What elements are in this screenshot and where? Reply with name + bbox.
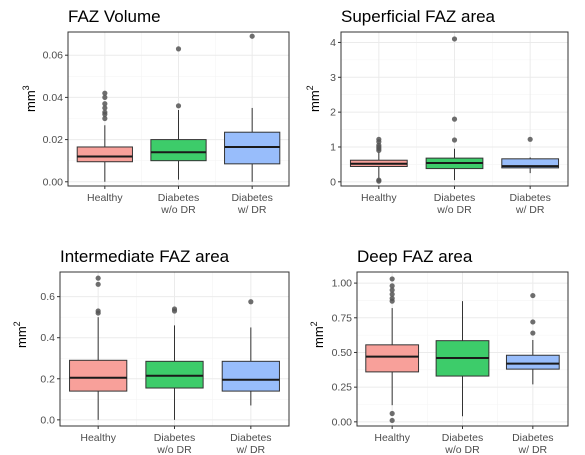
y-tick-label: 0.75	[332, 312, 353, 324]
box-diabetes-w-dr	[505, 292, 560, 385]
y-tick-label: 2	[330, 107, 336, 119]
box-diabetes-w-dr	[501, 136, 560, 174]
box-healthy	[349, 136, 408, 184]
y-tick-label: 0.02	[43, 134, 64, 146]
outlier-point	[389, 295, 395, 301]
x-tick-label: Healthy	[361, 192, 397, 204]
box-healthy	[76, 90, 133, 182]
panel-intermediate-faz-area: Intermediate FAZ area mm2 0.0 0.2 0.4 0.6 He…	[12, 247, 290, 455]
outlier-point	[389, 417, 395, 424]
outlier-point	[248, 299, 254, 305]
box-iqr	[501, 158, 560, 169]
y-tick-label: 1	[330, 141, 336, 153]
box-iqr	[150, 139, 207, 162]
outlier-point	[95, 275, 101, 281]
outlier-point	[175, 46, 182, 52]
outlier-point	[102, 90, 108, 96]
panel-deep-faz-area: Deep FAZ area mm2 0.00 0.25 0.50 0.75 1.00 He…	[309, 247, 569, 455]
box-iqr	[145, 360, 204, 389]
outlier-point	[530, 330, 536, 336]
y-tick-label: 0.50	[332, 347, 353, 359]
y-tick-label: 0.00	[43, 176, 64, 188]
x-tick-label: Diabetes w/ DR	[230, 432, 271, 455]
panel-title: Deep FAZ area	[357, 247, 473, 266]
y-tick-label: 0.04	[43, 92, 64, 104]
box-iqr	[76, 146, 133, 163]
outlier-point	[95, 308, 101, 314]
y-tick-label: 1.00	[332, 278, 353, 290]
box-healthy	[69, 275, 128, 420]
x-tick-label: Diabetes w/ DR	[231, 192, 272, 216]
outlier-point	[249, 33, 255, 39]
box-iqr	[365, 344, 420, 373]
y-tick-label: 0	[330, 176, 336, 188]
outlier-point	[175, 103, 182, 109]
y-tick-label: 0.4	[40, 332, 55, 344]
box-iqr	[69, 359, 128, 392]
box-iqr	[224, 131, 281, 165]
outlier-point	[451, 116, 458, 122]
box-iqr	[221, 360, 280, 392]
outlier-point	[389, 410, 395, 417]
outlier-point	[95, 281, 101, 287]
x-tick-label: Healthy	[87, 192, 123, 204]
y-tick-label: 0.06	[43, 50, 64, 62]
outlier-point	[389, 283, 395, 289]
outlier-point	[102, 94, 108, 100]
outlier-point	[102, 101, 108, 107]
x-tick-label: Diabetes w/o DR	[154, 432, 195, 455]
box-diabetes-w-dr	[224, 33, 281, 182]
x-tick-label: Healthy	[374, 432, 410, 444]
y-tick-label: 0.2	[40, 373, 55, 385]
box-diabetes-w-dr	[221, 299, 280, 406]
outlier-point	[376, 178, 382, 184]
y-tick-label: 0.6	[40, 291, 55, 303]
outlier-point	[530, 319, 536, 325]
x-tick-label: Diabetes w/ DR	[509, 192, 550, 216]
panel-title: FAZ Volume	[68, 7, 161, 26]
outlier-point	[171, 306, 178, 312]
y-tick-label: 0.0	[40, 414, 55, 426]
y-axis-label: mm2	[309, 321, 326, 348]
y-tick-label: 3	[330, 72, 336, 84]
box-healthy	[365, 276, 420, 424]
x-tick-label: Diabetes w/o DR	[158, 192, 199, 216]
panel-title: Intermediate FAZ area	[60, 247, 230, 266]
box-diabetes-w-o-dr	[425, 36, 484, 181]
x-tick-label: Diabetes w/ DR	[512, 432, 553, 455]
y-axis-label: mm2	[12, 321, 29, 348]
outlier-point	[527, 136, 533, 142]
outlier-point	[102, 105, 108, 111]
panel-title: Superficial FAZ area	[341, 7, 496, 26]
x-tick-label: Healthy	[80, 432, 116, 444]
outlier-point	[451, 137, 458, 143]
box-diabetes-w-o-dr	[435, 301, 490, 417]
outlier-point	[102, 109, 108, 115]
x-tick-label: Diabetes w/o DR	[442, 432, 483, 455]
outlier-point	[376, 136, 382, 142]
box-diabetes-w-o-dr	[145, 306, 204, 420]
outlier-point	[389, 291, 395, 297]
y-tick-label: 0.00	[332, 416, 353, 428]
y-tick-label: 0.25	[332, 382, 353, 394]
outlier-point	[451, 36, 458, 42]
y-axis-label: mm3	[21, 85, 38, 112]
y-axis-label: mm2	[305, 85, 322, 112]
outlier-point	[530, 292, 536, 299]
panel-faz-volume: FAZ Volume mm3 0.00 0.02 0.04 0.06 Healthy Di…	[21, 7, 290, 216]
box-diabetes-w-o-dr	[150, 46, 207, 180]
panel-superficial-faz-area: Superficial FAZ area mm2 0 1 2 3 4 Healthy Dia…	[305, 7, 569, 216]
outlier-point	[389, 276, 395, 282]
x-tick-label: Diabetes w/o DR	[434, 192, 475, 216]
outlier-point	[102, 115, 108, 122]
y-tick-label: 4	[330, 37, 336, 49]
box-iqr	[505, 354, 560, 370]
outlier-point	[389, 287, 395, 293]
